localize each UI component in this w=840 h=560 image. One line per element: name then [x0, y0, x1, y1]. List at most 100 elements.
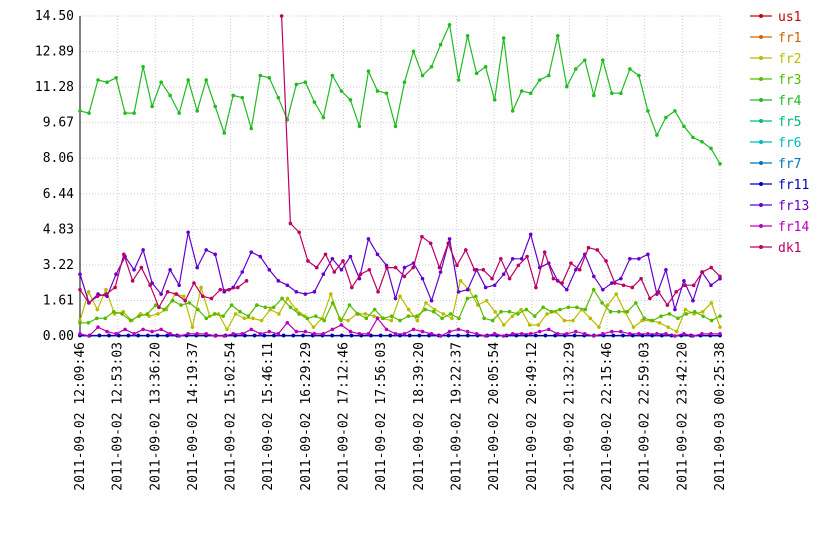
data-point-dk1 [621, 283, 626, 288]
data-point-fr3 [398, 318, 402, 323]
data-point-fr11 [107, 333, 111, 338]
data-point-fr4 [168, 93, 172, 98]
data-point-fr3 [633, 301, 638, 305]
data-point-fr4 [366, 69, 371, 73]
data-point-fr13 [564, 287, 569, 292]
data-point-fr4 [673, 109, 677, 113]
data-point-fr3 [532, 314, 537, 318]
y-axis-ticks: 0.00 1.61 3.22 4.83 6.44 8.06 9.67 11.28 12.89 14… [35, 9, 74, 344]
data-point-fr14 [483, 334, 488, 338]
data-point-fr3 [95, 316, 99, 321]
data-point-fr3 [549, 309, 554, 314]
data-point-fr4 [348, 98, 353, 102]
data-point-fr14 [682, 331, 686, 336]
data-point-fr2 [657, 320, 662, 325]
legend-marker [759, 161, 763, 165]
data-point-fr4 [402, 80, 407, 85]
data-point-fr4 [222, 131, 227, 135]
data-point-fr2 [484, 298, 489, 303]
series-line-dk1 [79, 15, 721, 309]
data-point-fr13 [177, 283, 181, 288]
data-point-fr14 [177, 334, 181, 338]
data-point-dk1 [595, 248, 600, 252]
data-point-fr14 [537, 329, 542, 334]
data-point-fr13 [438, 270, 443, 274]
data-point-fr3 [625, 309, 630, 314]
data-point-fr11 [291, 333, 296, 338]
data-point-fr4 [339, 89, 344, 93]
data-point-fr3 [431, 309, 436, 314]
data-point-dk1 [709, 265, 714, 270]
data-point-fr2 [450, 316, 454, 321]
y-tick-label: 11.28 [35, 80, 74, 95]
data-point-dk1 [288, 221, 293, 226]
data-point-fr3 [516, 312, 520, 316]
data-point-fr4 [501, 36, 506, 40]
data-point-fr4 [123, 111, 127, 115]
data-point-fr14 [610, 329, 614, 334]
data-point-fr11 [281, 333, 286, 338]
data-point-fr14 [429, 331, 434, 336]
data-point-fr13 [628, 256, 632, 261]
data-point-fr3 [297, 312, 301, 316]
data-point-fr4 [582, 58, 587, 62]
x-tick-label: 2011-09-02 22:59:03 [638, 342, 653, 491]
data-point-fr11 [243, 333, 247, 338]
data-point-fr4 [186, 78, 190, 82]
data-point-fr14 [564, 331, 569, 336]
data-point-fr4 [312, 100, 317, 104]
legend-marker [759, 140, 763, 144]
legend-label: fr3 [778, 73, 801, 88]
data-point-fr4 [231, 93, 236, 98]
data-point-fr13 [601, 287, 605, 292]
data-point-fr14 [105, 329, 109, 334]
data-point-fr11 [417, 333, 422, 338]
data-point-fr11 [543, 333, 548, 338]
data-point-fr2 [536, 323, 541, 327]
data-point-dk1 [455, 263, 459, 268]
data-point-fr11 [640, 333, 645, 338]
data-point-fr4 [573, 67, 578, 71]
data-point-fr14 [420, 329, 425, 334]
data-point-fr4 [510, 109, 515, 113]
data-point-fr14 [393, 331, 398, 336]
data-point-fr13 [483, 285, 488, 290]
data-point-fr13 [691, 298, 695, 303]
data-point-fr14 [628, 331, 632, 336]
series-dk1 [78, 14, 722, 310]
x-tick-label: 2011-09-02 19:22:37 [449, 342, 464, 491]
data-point-fr14 [375, 316, 380, 321]
legend-marker [759, 14, 763, 18]
data-point-fr4 [655, 133, 659, 137]
data-point-fr14 [231, 331, 236, 336]
data-point-fr14 [249, 327, 254, 332]
data-point-fr3 [423, 307, 428, 312]
data-point-fr4 [411, 49, 416, 54]
data-point-fr11 [252, 333, 257, 338]
data-point-fr3 [238, 309, 242, 314]
data-point-dk1 [691, 283, 696, 288]
data-point-fr4 [150, 104, 154, 109]
data-point-fr14 [592, 334, 596, 338]
data-point-dk1 [113, 285, 117, 290]
data-point-fr14 [258, 331, 263, 336]
data-point-fr11 [378, 333, 383, 338]
series-fr14 [78, 316, 722, 338]
data-point-fr13 [402, 265, 407, 270]
data-point-fr13 [528, 232, 533, 237]
data-point-dk1 [323, 252, 328, 257]
data-point-fr2 [156, 312, 160, 316]
data-point-fr2 [259, 318, 264, 323]
legend-item-fr4: fr4 [750, 94, 802, 109]
data-point-fr14 [312, 331, 317, 336]
data-point-fr3 [339, 318, 343, 323]
x-tick-label: 2011-09-02 20:05:54 [487, 342, 502, 491]
data-point-dk1 [104, 292, 109, 296]
data-point-dk1 [349, 285, 354, 290]
data-point-fr11 [398, 333, 402, 338]
data-point-fr2 [588, 316, 593, 321]
data-point-fr4 [141, 64, 145, 69]
data-point-fr3 [667, 312, 672, 316]
data-point-fr14 [655, 331, 659, 336]
data-point-dk1 [551, 276, 556, 281]
